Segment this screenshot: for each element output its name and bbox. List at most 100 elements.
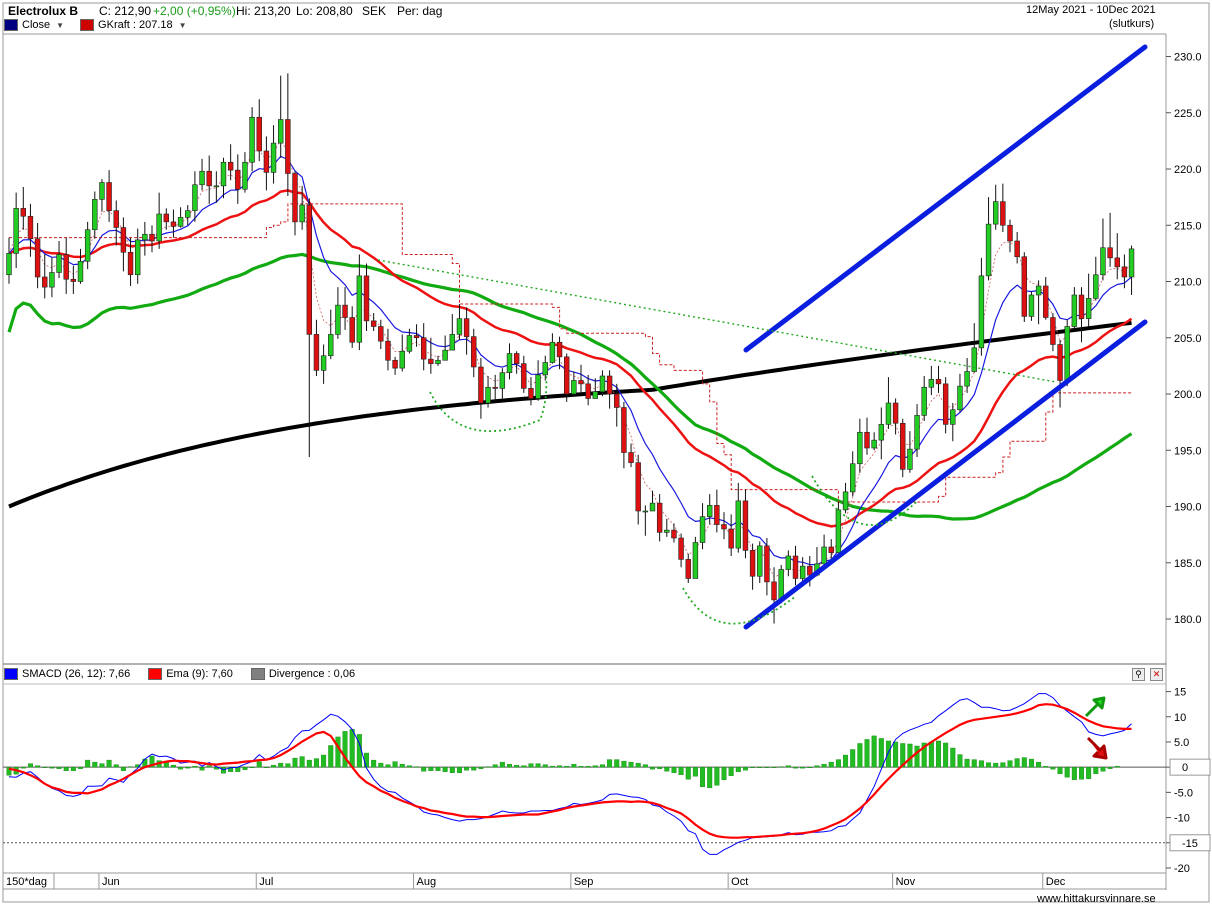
candle-down: [292, 173, 298, 223]
divergence-bar: [6, 766, 12, 776]
divergence-bar: [206, 765, 212, 768]
divergence-bar: [185, 766, 191, 769]
candle-down: [206, 170, 212, 187]
divergence-bar: [120, 766, 126, 771]
candle-down: [521, 363, 527, 389]
candle-down: [1000, 201, 1006, 226]
candle-up: [177, 217, 184, 227]
candle-down: [678, 537, 684, 560]
divergence-bar: [778, 766, 784, 768]
candle-down: [656, 502, 663, 533]
divergence-bar: [878, 738, 884, 768]
smacd-line: [8, 693, 1132, 855]
candle-up: [849, 463, 856, 493]
candle-down: [263, 150, 270, 173]
candle-down: [900, 422, 906, 470]
divergence-bar: [764, 766, 770, 768]
divergence-bar: [885, 740, 891, 768]
candle-down: [606, 375, 613, 395]
candle-down: [1057, 344, 1063, 381]
candle-down: [1050, 317, 1056, 345]
candle-down: [578, 380, 584, 385]
chevron-down-icon[interactable]: ▼: [56, 20, 65, 30]
divergence-bar: [692, 766, 698, 777]
candle-up: [542, 362, 548, 376]
ema-swatch: [148, 668, 163, 680]
divergence-bar: [936, 740, 942, 768]
candle-up: [213, 185, 220, 188]
macd-tick-label: -10: [1174, 813, 1190, 825]
divergence-bar: [1014, 758, 1020, 768]
divergence-bar: [900, 743, 906, 768]
divergence-bar: [414, 766, 420, 768]
candle-up: [921, 386, 927, 416]
ma-red-line: [8, 189, 1133, 528]
close-swatch: [4, 19, 18, 31]
divergence-bar: [364, 752, 370, 768]
candle-down: [628, 452, 634, 463]
candle-up: [1093, 274, 1099, 299]
arrow-up-icon: [1084, 696, 1106, 718]
candle-up: [907, 448, 913, 470]
divergence-bar: [228, 766, 234, 772]
candle-down: [313, 334, 320, 371]
candle-up: [185, 210, 191, 218]
candle-up: [964, 371, 970, 387]
divergence-bar: [56, 766, 62, 769]
candle-down: [828, 546, 834, 553]
divergence-bar: [99, 763, 105, 768]
price-tick-label: 190.0: [1174, 502, 1202, 514]
price-tick-label: 225.0: [1174, 108, 1202, 120]
divergence-bar: [514, 764, 520, 768]
ma-blue-line: [8, 155, 1132, 566]
divergence-bar: [178, 766, 184, 770]
close-icon[interactable]: ✕: [1150, 668, 1163, 681]
candle-up: [735, 500, 742, 549]
candle-down: [149, 233, 155, 242]
divergence-bar: [785, 765, 791, 768]
x-tick-label: Jun: [102, 876, 120, 888]
x-tick-label: Nov: [896, 876, 916, 888]
divergence-bar: [292, 757, 298, 768]
candle-down: [370, 320, 377, 327]
candle-up: [950, 409, 956, 425]
divergence-bar: [793, 766, 799, 769]
x-tick-label: Dec: [1046, 876, 1066, 888]
divergence-bar: [20, 766, 26, 769]
magnifier-icon[interactable]: ⚲: [1132, 668, 1145, 681]
candle-up: [871, 439, 877, 449]
divergence-bar: [821, 763, 827, 768]
divergence-bar: [671, 766, 677, 773]
arrow-down-icon: [1086, 736, 1108, 760]
candle-up: [592, 391, 599, 399]
ema-line: [8, 703, 1132, 839]
candle-up: [957, 385, 963, 411]
candle-down: [513, 353, 520, 364]
arc-annotation: [429, 371, 548, 433]
candle-down: [120, 227, 127, 253]
candle-down: [471, 336, 477, 368]
candle-up: [1028, 294, 1035, 317]
divergence-legend-label: Divergence : 0,06: [268, 668, 356, 680]
candle-down: [1114, 257, 1120, 268]
divergence-bar: [599, 764, 605, 768]
divergence-bar: [1021, 757, 1027, 768]
chevron-down-icon[interactable]: ▼: [178, 20, 187, 30]
divergence-bar: [921, 742, 927, 768]
divergence-bar: [464, 766, 470, 771]
divergence-bar: [85, 759, 91, 768]
divergence-bar: [728, 766, 734, 776]
candle-up: [99, 182, 105, 200]
divergence-bar: [993, 762, 999, 768]
candle-down: [1007, 224, 1013, 242]
candle-up: [642, 510, 649, 513]
divergence-bar: [814, 765, 820, 768]
macd-tick-label: 10: [1174, 712, 1186, 724]
ma-long-line: [8, 320, 1132, 509]
gkraft-line: [9, 203, 1132, 503]
low-value: Lo: 208,80: [296, 4, 353, 18]
divergence-bar: [528, 763, 534, 768]
candle-up: [549, 341, 556, 363]
candle-up: [992, 201, 999, 225]
